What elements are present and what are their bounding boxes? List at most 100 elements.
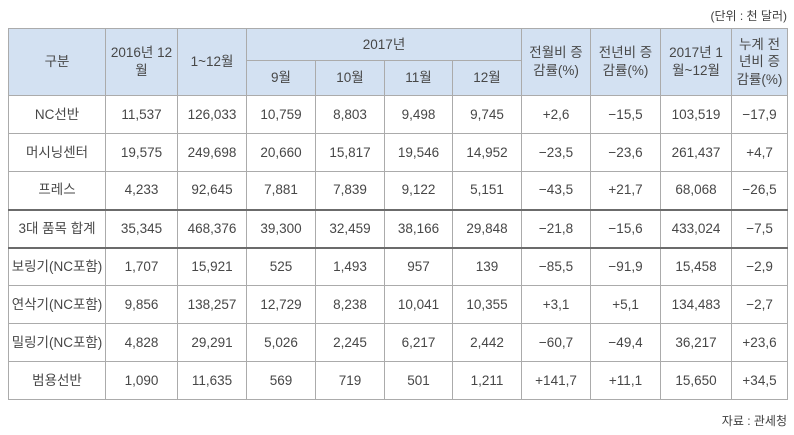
- cell-value: 19,575: [105, 133, 178, 172]
- table-header: 구분 2016년 12월 1~12월 2017년 전월비 증감률(%) 전년비 …: [8, 28, 789, 96]
- cell-value: −43,5: [521, 171, 592, 210]
- cell-value: 38,166: [384, 208, 453, 249]
- table-row: 범용선반 1,090 11,635 569 719 501 1,211 +141,7 +11,1…: [8, 361, 789, 400]
- cell-value: +34,5: [731, 361, 789, 400]
- header-month-oct: 10월: [315, 60, 385, 96]
- cell-value: +5,1: [590, 285, 662, 324]
- cell-value: −60,7: [521, 323, 592, 362]
- cell-value: −21,8: [521, 208, 592, 249]
- header-category: 구분: [8, 28, 106, 96]
- cell-value: +21,7: [590, 171, 662, 210]
- cell-value: 2,245: [315, 323, 385, 362]
- cell-value: 569: [246, 361, 316, 400]
- cell-value: 249,698: [177, 133, 247, 172]
- cell-value: −2,7: [731, 285, 789, 324]
- cell-value: 10,041: [384, 285, 453, 324]
- cell-value: 468,376: [177, 208, 247, 249]
- row-label: 프레스: [8, 171, 106, 210]
- cell-value: 1,090: [105, 361, 178, 400]
- cell-value: 68,068: [660, 171, 733, 210]
- cell-value: 126,033: [177, 95, 247, 134]
- cell-value: 10,759: [246, 95, 316, 134]
- cell-value: 10,355: [451, 285, 523, 324]
- cell-value: +3,1: [521, 285, 592, 324]
- cell-value: 1,707: [105, 247, 178, 286]
- header-2017-group: 2017년: [245, 28, 523, 61]
- cell-value: +141,7: [521, 361, 592, 400]
- row-label: NC선반: [8, 95, 106, 134]
- cell-value: 19,546: [384, 133, 453, 172]
- header-mom-rate: 전월비 증감률(%): [521, 28, 592, 96]
- cell-value: 39,300: [246, 208, 316, 249]
- table-row: 보링기(NC포함) 1,707 15,921 525 1,493 957 139 −85,5−…: [8, 247, 789, 286]
- source-note: 자료 : 관세청: [721, 414, 787, 428]
- cell-value: 8,803: [315, 95, 385, 134]
- cell-value: −15,6: [590, 208, 662, 249]
- cell-value: 12,729: [246, 285, 316, 324]
- table-body: NC선반 11,537 126,033 10,759 8,803 9,498 9,745 +2…: [8, 95, 789, 400]
- cell-value: 1,211: [451, 361, 523, 400]
- row-label: 보링기(NC포함): [8, 247, 106, 286]
- cell-value: 9,122: [384, 171, 453, 210]
- cell-value: 20,660: [246, 133, 316, 172]
- cell-value: 11,635: [177, 361, 247, 400]
- table-row: 프레스 4,233 92,645 7,881 7,839 9,122 5,151 −43,5 +…: [8, 171, 789, 210]
- row-label: 머시닝센터: [8, 133, 106, 172]
- cell-value: 14,952: [451, 133, 523, 172]
- cell-value: 261,437: [660, 133, 733, 172]
- cell-value: −23,5: [521, 133, 592, 172]
- table-row: NC선반 11,537 126,033 10,759 8,803 9,498 9,745 +2…: [8, 95, 789, 134]
- cell-value: 139: [451, 247, 523, 286]
- cell-value: −26,5: [731, 171, 789, 210]
- cell-value: 29,848: [451, 208, 523, 249]
- header-month-sep: 9월: [246, 60, 316, 96]
- cell-value: 29,291: [177, 323, 247, 362]
- table-row: 밀링기(NC포함) 4,828 29,291 5,026 2,245 6,217 2,442…: [8, 323, 789, 362]
- cell-value: 9,498: [384, 95, 453, 134]
- cell-value: −17,9: [731, 95, 789, 134]
- cell-value: 1,493: [315, 247, 385, 286]
- cell-value: 5,026: [246, 323, 316, 362]
- header-row-months: 9월 10월 11월 12월: [9, 60, 788, 96]
- cell-value: 525: [246, 247, 316, 286]
- header-month-nov: 11월: [384, 60, 453, 96]
- header-cum-yoy-rate: 누계 전년비 증감률(%): [731, 28, 789, 96]
- cell-value: 9,856: [105, 285, 178, 324]
- cell-value: 433,024: [660, 208, 733, 249]
- cell-value: +23,6: [731, 323, 789, 362]
- row-label: 3대 품목 합계: [8, 208, 106, 249]
- cell-value: −49,4: [590, 323, 662, 362]
- table-row-total: 3대 품목 합계 35,345 468,376 39,300 32,459 38,166 2…: [8, 208, 789, 249]
- cell-value: 103,519: [660, 95, 733, 134]
- cell-value: 4,828: [105, 323, 178, 362]
- cell-value: 15,817: [315, 133, 385, 172]
- row-label: 범용선반: [8, 361, 106, 400]
- cell-value: 2,442: [451, 323, 523, 362]
- cell-value: 92,645: [177, 171, 247, 210]
- cell-value: 32,459: [315, 208, 385, 249]
- cell-value: 9,745: [451, 95, 523, 134]
- header-row-groups: 구분 2016년 12월 1~12월 2017년 전월비 증감률(%) 전년비 …: [8, 28, 789, 96]
- cell-value: 8,238: [315, 285, 385, 324]
- header-month-dec: 12월: [451, 60, 523, 96]
- row-label: 연삭기(NC포함): [8, 285, 106, 324]
- cell-value: +4,7: [731, 133, 789, 172]
- cell-value: 35,345: [105, 208, 178, 249]
- cell-value: −2,9: [731, 247, 789, 286]
- unit-note: (단위 : 천 달러): [710, 9, 787, 23]
- cell-value: 15,458: [660, 247, 733, 286]
- header-2016-dec: 2016년 12월: [105, 28, 178, 96]
- header-yoy-rate: 전년비 증감률(%): [590, 28, 662, 96]
- cell-value: 36,217: [660, 323, 733, 362]
- cell-value: 11,537: [105, 95, 178, 134]
- cell-value: −15,5: [590, 95, 662, 134]
- machine-tool-stats-table: 구분 2016년 12월 1~12월 2017년 전월비 증감률(%) 전년비 …: [8, 28, 789, 400]
- table-row: 머시닝센터 19,575 249,698 20,660 15,817 19,546 14,9…: [8, 133, 789, 172]
- cell-value: 4,233: [105, 171, 178, 210]
- cell-value: 15,650: [660, 361, 733, 400]
- row-label: 밀링기(NC포함): [8, 323, 106, 362]
- header-2017-cum: 2017년 1월~12월: [660, 28, 733, 96]
- cell-value: 134,483: [660, 285, 733, 324]
- table-row: 연삭기(NC포함) 9,856 138,257 12,729 8,238 10,041 10…: [8, 285, 789, 324]
